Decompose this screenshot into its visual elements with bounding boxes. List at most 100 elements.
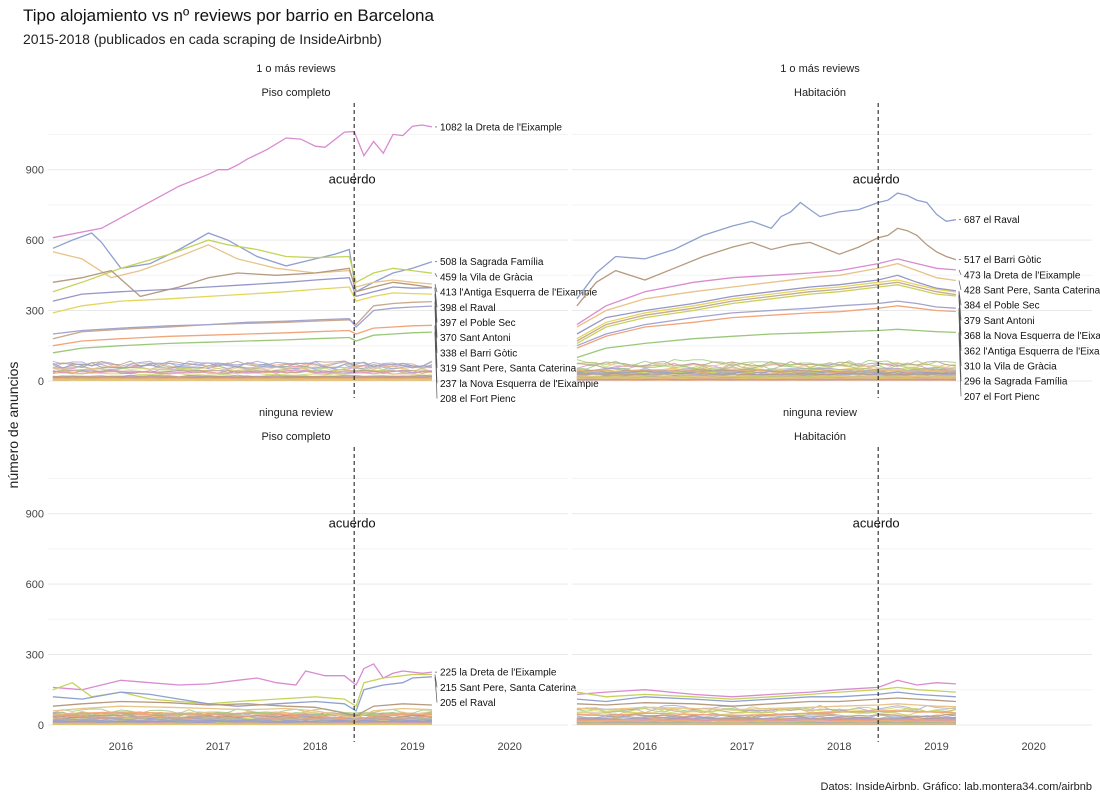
background-series-line [576, 710, 956, 716]
label-leader-line [434, 287, 438, 323]
series-end-label: 208 el Fort Pienc [440, 394, 516, 405]
series-end-label: 473 la Dreta de l'Eixample [964, 270, 1081, 281]
chart-caption: Datos: InsideAirbnb. Gráfico: lab.monter… [821, 781, 1092, 793]
background-series-line [576, 377, 956, 380]
series-end-label: 368 la Nova Esquerra de l'Eixample [964, 331, 1100, 342]
background-series-line [576, 358, 956, 367]
background-series-line [576, 375, 956, 378]
background-series-line [576, 720, 956, 723]
background-series-line [576, 707, 957, 714]
background-series-line [52, 374, 432, 378]
background-series-line [576, 717, 956, 721]
y-tick-label: 600 [26, 579, 44, 591]
series-end-label: 459 la Vila de Gràcia [440, 272, 533, 283]
x-tick-label: 2016 [109, 741, 133, 753]
series-end-label: 379 Sant Antoni [964, 316, 1035, 327]
y-tick-label: 0 [38, 720, 44, 732]
panel-1: 1 o más reviews Piso completo 0 300 600 900 ac… [26, 63, 599, 405]
label-leader-line [434, 676, 438, 703]
background-series-line [52, 714, 433, 719]
series-line [576, 284, 956, 344]
series-end-label: 398 el Raval [440, 303, 496, 314]
series-line [52, 711, 432, 721]
background-series-line [52, 364, 432, 371]
background-series-line [52, 718, 432, 722]
series-line [52, 267, 432, 298]
x-tick-label: 2017 [206, 741, 230, 753]
series-end-label: 508 la Sagrada Família [440, 257, 544, 268]
series-line [576, 328, 956, 359]
series-end-label: 225 la Dreta de l'Eixample [440, 668, 557, 679]
label-leader-line [434, 273, 438, 278]
label-leader-line [958, 269, 962, 275]
series-line [576, 281, 956, 342]
x-tick-label: 2020 [1021, 741, 1045, 753]
series-line [576, 227, 957, 307]
series-end-label: 517 el Barri Gòtic [964, 255, 1041, 266]
label-leader-line [958, 295, 962, 351]
series-line [52, 232, 433, 293]
x-tick-label: 2018 [827, 741, 851, 753]
background-series-line [52, 378, 432, 381]
background-series-line [52, 720, 432, 723]
panel-4: ninguna review Habitación 2016 2017 2018 2019… [572, 407, 1092, 753]
strip-col-label: Piso completo [261, 431, 330, 443]
series-line [52, 331, 432, 354]
strip-row-label: 1 o más reviews [256, 63, 336, 75]
label-leader-line [434, 306, 438, 369]
strip-row-label: ninguna review [783, 407, 857, 419]
background-series-line [52, 361, 432, 369]
agreement-label: acuerdo [329, 516, 376, 531]
agreement-label: acuerdo [853, 172, 900, 187]
series-line [576, 279, 956, 340]
strip-row-label: 1 o más reviews [780, 63, 860, 75]
series-line [52, 676, 432, 712]
series-end-label: 237 la Nova Esquerra de l'Eixample [440, 379, 599, 390]
x-tick-label: 2019 [924, 741, 948, 753]
label-leader-line [958, 311, 962, 382]
strip-col-label: Piso completo [261, 87, 330, 99]
series-end-label: 687 el Raval [964, 215, 1020, 226]
background-series-line [576, 714, 956, 719]
series-end-label: 205 el Raval [440, 698, 496, 709]
label-leader-line [434, 283, 438, 293]
background-series-line [576, 713, 956, 718]
strip-col-label: Habitación [794, 431, 846, 443]
series-line [52, 300, 432, 340]
y-axis-label: número de anuncios [5, 362, 21, 489]
background-series-line [576, 370, 956, 375]
strip-row-label: ninguna review [259, 407, 333, 419]
series-end-label: 362 l'Antiga Esquerra de l'Eixample [964, 346, 1100, 357]
series-end-label: 413 l'Antiga Esquerra de l'Eixample [440, 288, 598, 299]
x-tick-label: 2019 [400, 741, 424, 753]
series-line [52, 663, 432, 691]
y-tick-label: 300 [26, 650, 44, 662]
y-tick-label: 0 [38, 376, 44, 388]
series-end-label: 338 el Barri Gòtic [440, 348, 517, 359]
y-tick-label: 600 [26, 235, 44, 247]
background-series-line [576, 360, 956, 368]
series-line [52, 286, 432, 314]
series-line [576, 258, 956, 326]
label-leader-line [434, 294, 438, 338]
label-leader-line [434, 332, 438, 399]
agreement-label: acuerdo [853, 516, 900, 531]
background-series-line [576, 368, 956, 374]
series-line [576, 679, 956, 698]
background-series-line [576, 722, 956, 725]
x-tick-label: 2018 [303, 741, 327, 753]
panels-group: 1 o más reviews Piso completo 0 300 600 900 ac… [26, 63, 1100, 753]
series-end-label: 215 Sant Pere, Santa Caterina [440, 683, 577, 694]
series-line [576, 262, 956, 328]
series-line [52, 700, 432, 717]
series-line [576, 274, 956, 335]
series-end-label: 428 Sant Pere, Santa Caterina [964, 285, 1100, 296]
y-tick-label: 300 [26, 306, 44, 318]
panel-2: 1 o más reviews Habitación acuerdo 687 el R… [572, 63, 1100, 403]
series-end-label: 397 el Poble Sec [440, 318, 516, 329]
x-tick-label: 2020 [497, 741, 521, 753]
strip-col-label: Habitación [794, 87, 846, 99]
series-line [576, 710, 956, 717]
series-end-label: 319 Sant Pere, Santa Caterina [440, 364, 577, 375]
